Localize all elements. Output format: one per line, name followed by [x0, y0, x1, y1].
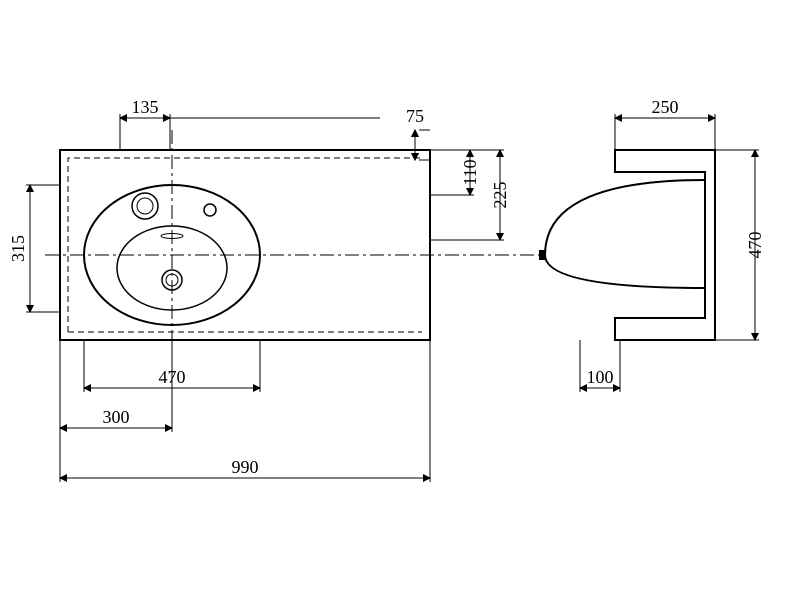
side-view-frame [615, 150, 715, 340]
dim-470s-label: 470 [745, 232, 765, 259]
tap-hole-inner [137, 198, 153, 214]
dim-135-label: 135 [132, 97, 159, 117]
side-view-drain-nub [539, 250, 545, 260]
dim-250-label: 250 [652, 97, 679, 117]
dim-225-label: 225 [490, 182, 510, 209]
side-view-basin-curve [545, 180, 705, 288]
top-view-outer [60, 150, 430, 340]
small-hole [204, 204, 216, 216]
dim-110-label: 110 [460, 159, 480, 185]
top-view-inset-border [68, 158, 422, 332]
tap-hole [132, 193, 158, 219]
dim-315-label: 315 [8, 235, 28, 262]
dim-100-label: 100 [587, 367, 614, 387]
dim-75-label: 75 [406, 106, 424, 126]
dim-300-label: 300 [103, 407, 130, 427]
dim-990-label: 990 [232, 457, 259, 477]
